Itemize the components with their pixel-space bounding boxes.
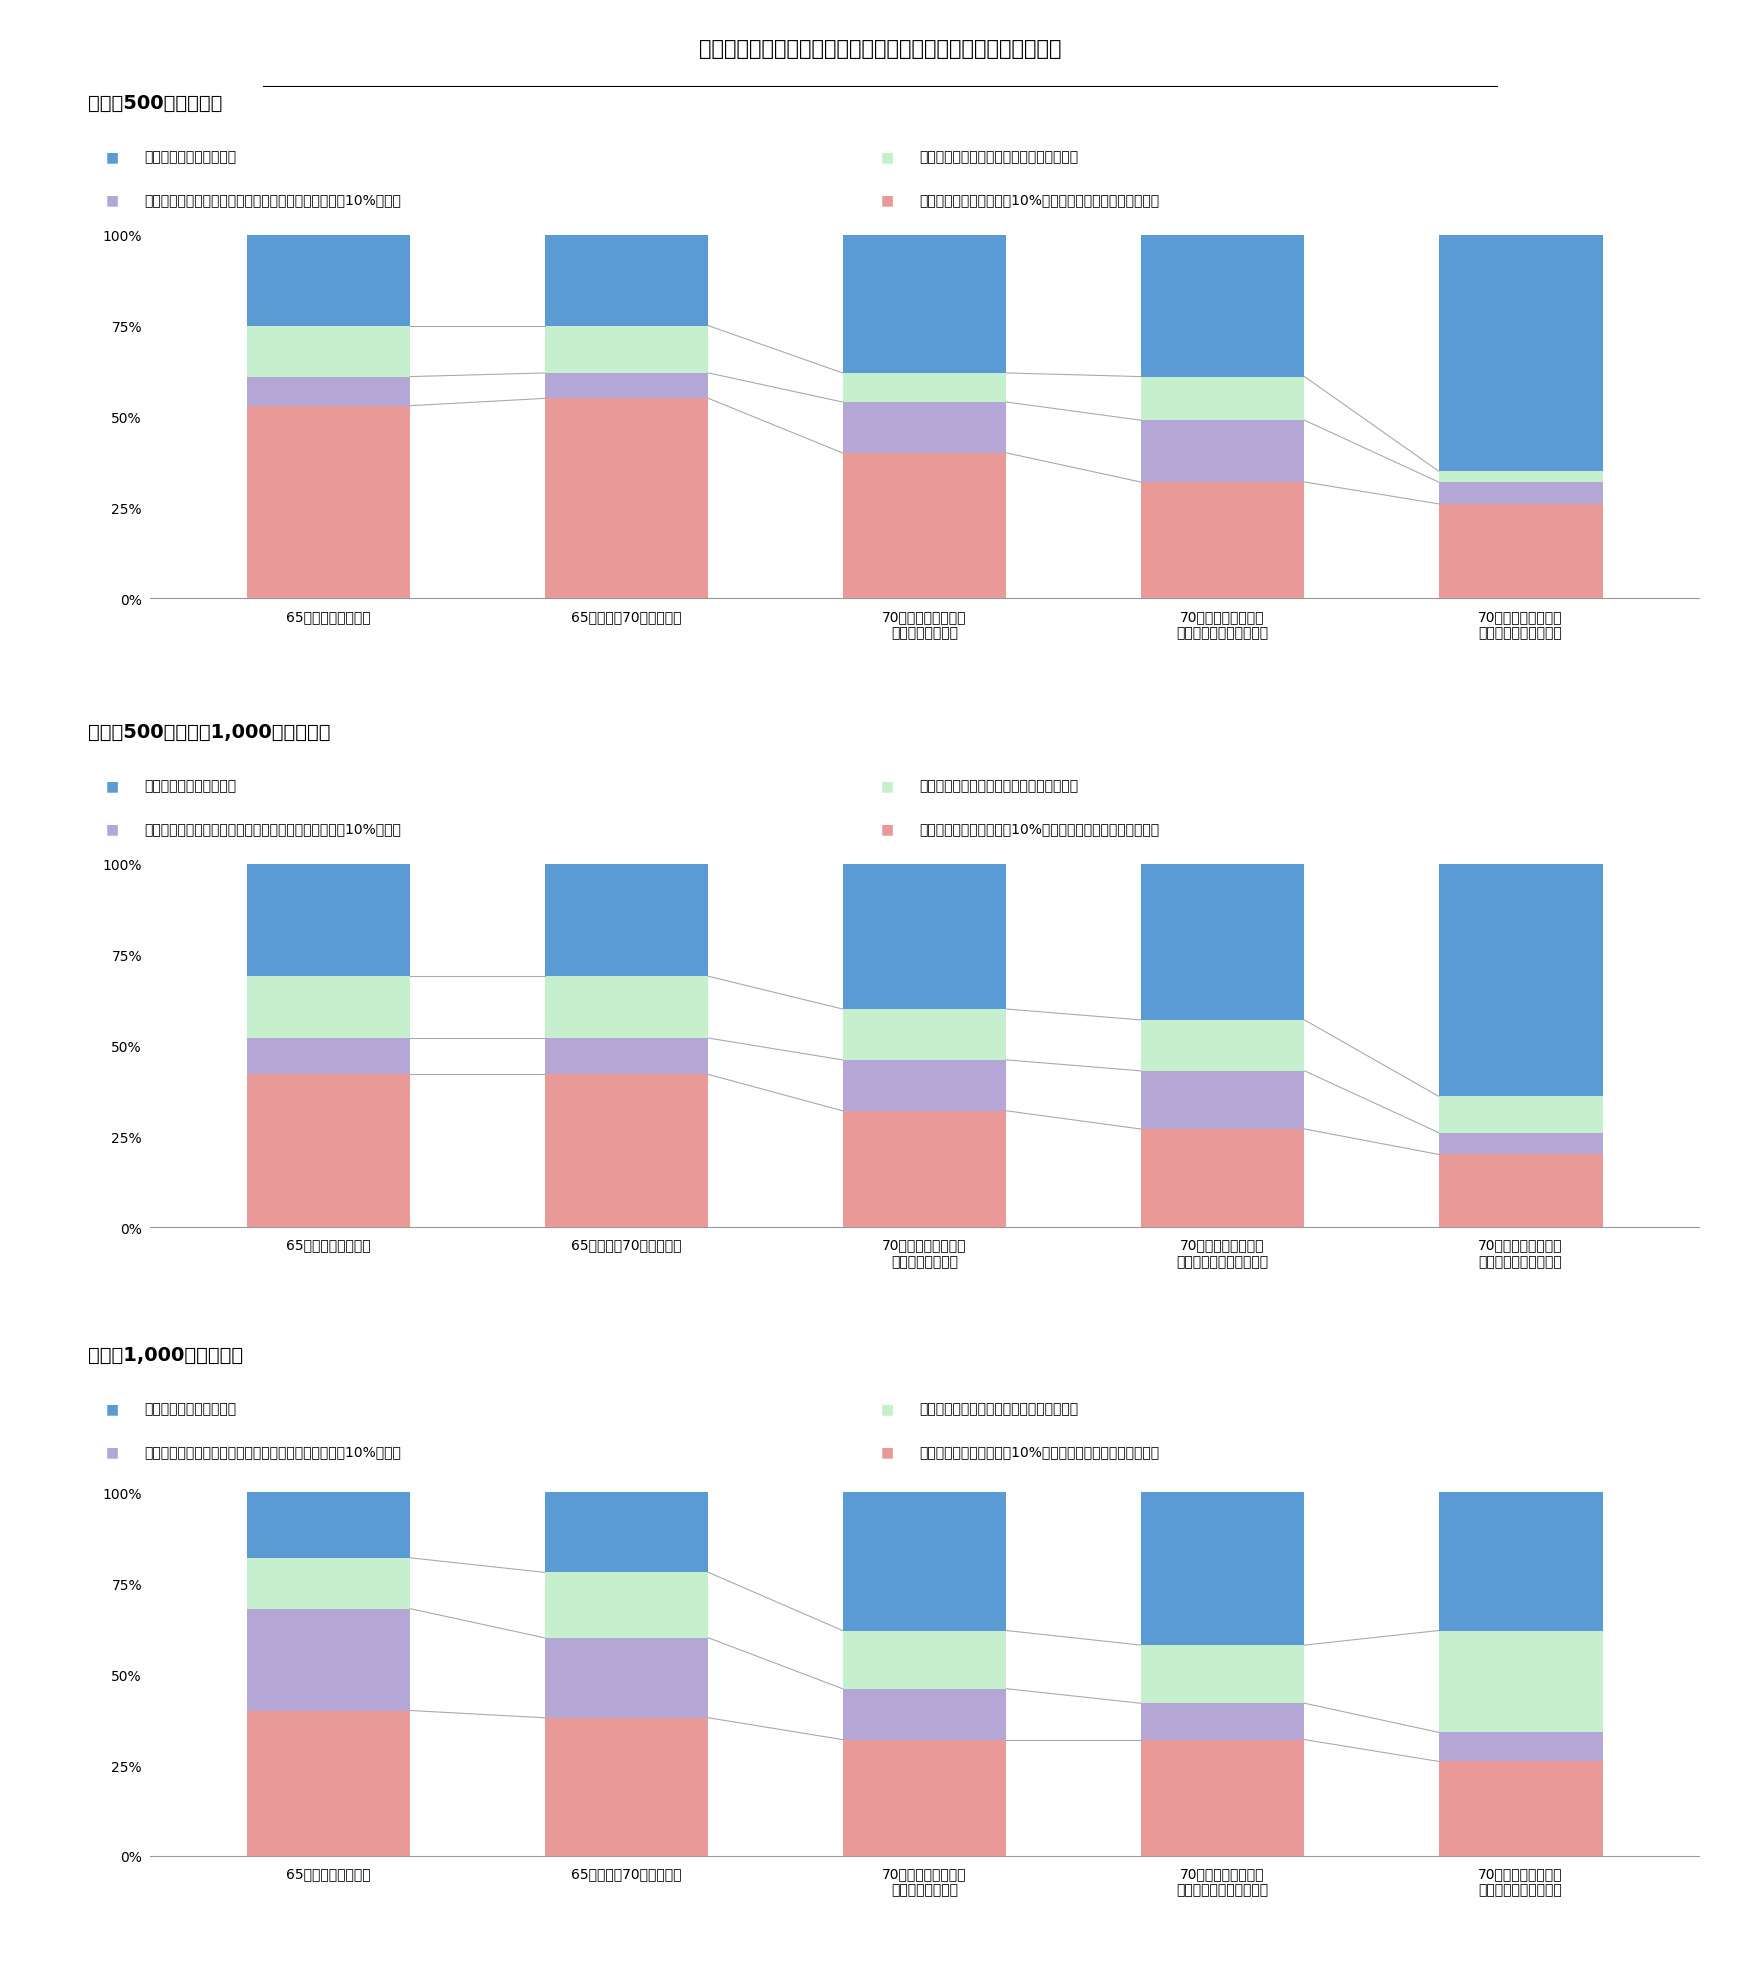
Bar [1439, 1732, 1603, 1762]
Bar [1141, 483, 1305, 599]
Bar [1439, 1133, 1603, 1155]
Bar [247, 1039, 410, 1074]
Bar [842, 373, 1007, 403]
Text: グループ２（今後の資金計画次第で達成）: グループ２（今後の資金計画次第で達成） [919, 778, 1078, 793]
Text: 【年収500万円未満】: 【年収500万円未満】 [88, 94, 222, 114]
Bar [544, 1039, 708, 1074]
Bar [1141, 864, 1305, 1021]
Bar [842, 236, 1007, 373]
Bar [842, 1493, 1007, 1630]
Bar [247, 1074, 410, 1228]
Bar [247, 1493, 410, 1557]
Bar [544, 1074, 708, 1228]
Text: ■: ■ [106, 192, 118, 208]
Text: グループ４（生活水準が10%以上低下する可能性が大きい）: グループ４（生活水準が10%以上低下する可能性が大きい） [919, 192, 1159, 208]
Text: ■: ■ [106, 1444, 118, 1459]
Bar [247, 864, 410, 976]
Bar [842, 1009, 1007, 1061]
Bar [247, 407, 410, 599]
Bar [247, 1711, 410, 1856]
Text: グループ２（今後の資金計画次第で達成）: グループ２（今後の資金計画次第で達成） [919, 1400, 1078, 1416]
Bar [1141, 236, 1305, 377]
Bar [1141, 1129, 1305, 1228]
Bar [544, 373, 708, 399]
Bar [1141, 420, 1305, 483]
Text: 【年収1,000万円以上】: 【年収1,000万円以上】 [88, 1345, 243, 1365]
Text: グループ４（生活水準が10%以上低下する可能性が大きい）: グループ４（生活水準が10%以上低下する可能性が大きい） [919, 821, 1159, 837]
Bar [544, 1718, 708, 1856]
Bar [1439, 471, 1603, 483]
Bar [544, 976, 708, 1039]
Bar [1439, 505, 1603, 599]
Text: ■: ■ [880, 1400, 893, 1416]
Bar [247, 976, 410, 1039]
Text: ■: ■ [106, 1400, 118, 1416]
Bar [1439, 483, 1603, 505]
Text: 【年収500万円以上1,000万円未満】: 【年収500万円以上1,000万円未満】 [88, 723, 331, 742]
Bar [1439, 236, 1603, 471]
Bar [842, 1740, 1007, 1856]
Text: ■: ■ [106, 778, 118, 793]
Bar [1141, 1740, 1305, 1856]
Text: ■: ■ [880, 778, 893, 793]
Bar [1141, 1493, 1305, 1646]
Text: グループ４（生活水準が10%以上低下する可能性が大きい）: グループ４（生活水準が10%以上低下する可能性が大きい） [919, 1444, 1159, 1459]
Bar [842, 1112, 1007, 1228]
Text: ■: ■ [880, 192, 893, 208]
Bar [1141, 1021, 1305, 1070]
Text: ■: ■ [106, 149, 118, 165]
Text: ■: ■ [106, 821, 118, 837]
Text: グループ２（今後の資金計画次第で達成）: グループ２（今後の資金計画次第で達成） [919, 149, 1078, 165]
Text: ■: ■ [880, 149, 893, 165]
Text: ■: ■ [880, 1444, 893, 1459]
Bar [1141, 1646, 1305, 1703]
Bar [1439, 1493, 1603, 1630]
Text: グループ１（既に保有）: グループ１（既に保有） [144, 149, 236, 165]
Text: グループ１（既に保有）: グループ１（既に保有） [144, 778, 236, 793]
Bar [842, 864, 1007, 1009]
Text: ■: ■ [880, 821, 893, 837]
Bar [544, 326, 708, 373]
Bar [1141, 1703, 1305, 1740]
Bar [247, 1609, 410, 1711]
Bar [1439, 864, 1603, 1096]
Bar [1141, 377, 1305, 420]
Bar [842, 1061, 1007, 1112]
Bar [842, 454, 1007, 599]
Bar [1439, 1155, 1603, 1228]
Bar [842, 403, 1007, 454]
Bar [1141, 1070, 1305, 1129]
Bar [1439, 1630, 1603, 1732]
Bar [247, 236, 410, 326]
Text: グループ１（既に保有）: グループ１（既に保有） [144, 1400, 236, 1416]
Bar [842, 1630, 1007, 1689]
Bar [544, 236, 708, 326]
Bar [247, 326, 410, 377]
Text: グループ３（今後の資金計画次第で生活水準の低下は10%未満）: グループ３（今後の資金計画次第で生活水準の低下は10%未満） [144, 1444, 402, 1459]
Bar [1439, 1762, 1603, 1856]
Bar [544, 864, 708, 976]
Text: グループ３（今後の資金計画次第で生活水準の低下は10%未満）: グループ３（今後の資金計画次第で生活水準の低下は10%未満） [144, 821, 402, 837]
Text: 図表５：公的年金の繰下げ支給や就労延長の効果（所得水準別）: 図表５：公的年金の繰下げ支給や就労延長の効果（所得水準別） [699, 39, 1062, 59]
Text: グループ３（今後の資金計画次第で生活水準の低下は10%未満）: グループ３（今後の資金計画次第で生活水準の低下は10%未満） [144, 192, 402, 208]
Bar [544, 1573, 708, 1638]
Bar [544, 1493, 708, 1573]
Bar [247, 1557, 410, 1609]
Bar [544, 399, 708, 599]
Bar [842, 1689, 1007, 1740]
Bar [247, 377, 410, 407]
Bar [544, 1638, 708, 1718]
Bar [1439, 1096, 1603, 1133]
